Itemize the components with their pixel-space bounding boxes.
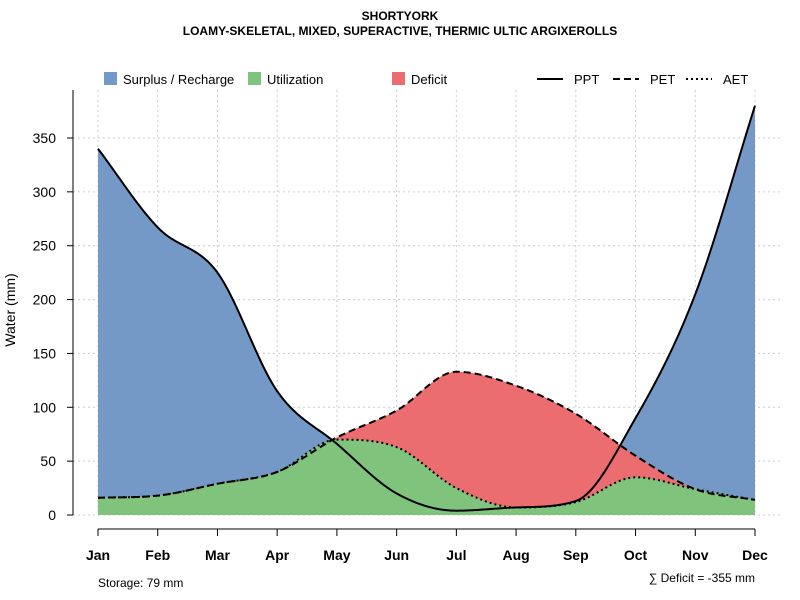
- y-tick-label: 300: [33, 184, 57, 200]
- y-tick-label: 50: [40, 453, 56, 469]
- legend-swatch: [248, 72, 261, 85]
- x-tick-label: Dec: [742, 547, 768, 563]
- legend-label: PPT: [574, 72, 599, 87]
- x-tick-label: Feb: [145, 547, 170, 563]
- legend-label: PET: [650, 72, 675, 87]
- y-tick-label: 250: [33, 238, 57, 254]
- chart-subtitle: LOAMY-SKELETAL, MIXED, SUPERACTIVE, THER…: [182, 24, 618, 38]
- legend-swatch: [392, 72, 405, 85]
- x-tick-label: Oct: [624, 547, 648, 563]
- x-tick-label: Sep: [563, 547, 589, 563]
- surplus-area: [98, 105, 755, 515]
- utilization-area: [98, 439, 755, 515]
- ppt-line: [97, 105, 756, 512]
- legend-swatch: [104, 72, 117, 85]
- x-tick-label: Aug: [502, 547, 529, 563]
- x-tick-label: Nov: [682, 547, 709, 563]
- x-tick-label: May: [323, 547, 350, 563]
- x-tick-label: Jun: [384, 547, 409, 563]
- x-tick-label: Jan: [86, 547, 110, 563]
- aet-line: [97, 438, 756, 509]
- y-tick-label: 0: [48, 507, 56, 523]
- legend-label: Utilization: [267, 72, 323, 87]
- y-tick-label: 150: [33, 345, 57, 361]
- legend-label: Surplus / Recharge: [123, 72, 234, 87]
- deficit-note: ∑ Deficit = -355 mm: [649, 571, 755, 585]
- y-tick-label: 200: [33, 292, 57, 308]
- chart-title: SHORTYORK: [361, 9, 439, 23]
- x-tick-label: Jul: [446, 547, 466, 563]
- legend-label: Deficit: [411, 72, 448, 87]
- x-tick-label: Mar: [205, 547, 230, 563]
- legend-label: AET: [723, 72, 748, 87]
- y-tick-label: 100: [33, 399, 57, 415]
- storage-note: Storage: 79 mm: [98, 576, 183, 590]
- y-axis-label: Water (mm): [2, 273, 18, 346]
- y-tick-label: 350: [33, 130, 57, 146]
- x-tick-label: Apr: [265, 547, 290, 563]
